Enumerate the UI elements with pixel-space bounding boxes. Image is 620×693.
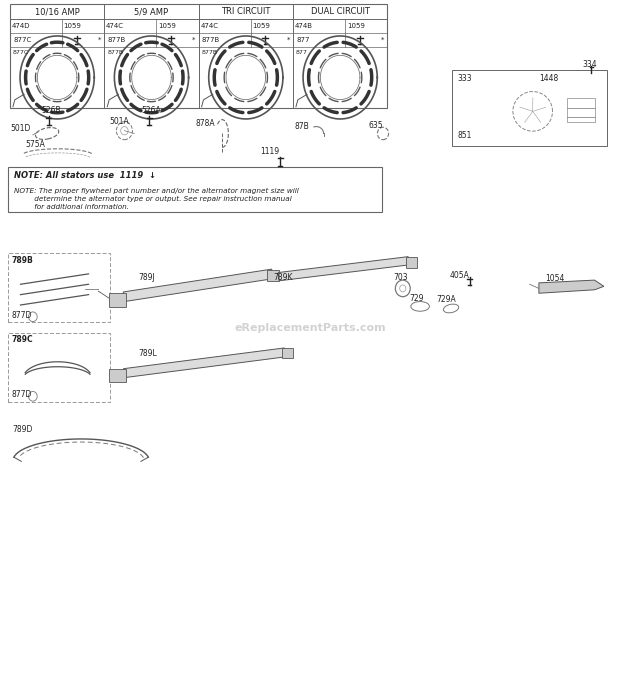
Text: 575A: 575A <box>25 140 45 149</box>
Text: DUAL CIRCUIT: DUAL CIRCUIT <box>311 7 370 16</box>
Polygon shape <box>123 348 285 378</box>
Text: 877D: 877D <box>11 311 32 320</box>
Bar <box>452 70 607 146</box>
Bar <box>8 253 110 322</box>
Text: *: * <box>98 37 101 43</box>
Text: NOTE: All stators use  1119  ↓: NOTE: All stators use 1119 ↓ <box>14 171 156 180</box>
Bar <box>10 4 388 108</box>
Text: 789C: 789C <box>11 335 33 344</box>
Text: 87B: 87B <box>294 122 309 131</box>
Text: 789L: 789L <box>138 349 157 358</box>
Text: TRI CIRCUIT: TRI CIRCUIT <box>221 7 270 16</box>
Text: 729A: 729A <box>437 295 456 304</box>
Polygon shape <box>278 256 409 281</box>
Text: 877C: 877C <box>13 51 29 55</box>
Text: *: * <box>192 37 195 43</box>
Text: *: * <box>286 37 290 43</box>
Text: 1119: 1119 <box>260 147 280 156</box>
Text: 1054: 1054 <box>545 274 564 283</box>
Text: 851: 851 <box>457 131 472 140</box>
Text: 789J: 789J <box>138 273 155 282</box>
Text: 5/9 AMP: 5/9 AMP <box>135 7 169 16</box>
Text: 877D: 877D <box>11 390 32 399</box>
Text: 501D: 501D <box>10 124 30 133</box>
Text: 1059: 1059 <box>347 24 365 29</box>
Text: 789D: 789D <box>12 425 32 434</box>
Polygon shape <box>539 280 604 293</box>
Text: 333: 333 <box>457 73 472 82</box>
Bar <box>282 348 293 358</box>
Text: *: * <box>381 37 384 43</box>
Text: 703: 703 <box>394 273 408 282</box>
Text: 789B: 789B <box>11 256 33 265</box>
Text: 1059: 1059 <box>252 24 270 29</box>
Text: 789K: 789K <box>273 273 293 282</box>
Text: 877C: 877C <box>13 37 32 43</box>
Text: 474C: 474C <box>200 24 218 29</box>
Text: 877: 877 <box>296 51 308 55</box>
Text: 877B: 877B <box>107 51 123 55</box>
Text: 474B: 474B <box>295 24 313 29</box>
Bar <box>109 293 126 307</box>
Text: 526A: 526A <box>142 106 161 115</box>
Text: 1059: 1059 <box>158 24 176 29</box>
Text: 878A: 878A <box>195 119 215 128</box>
Text: 877: 877 <box>296 37 309 43</box>
Bar <box>267 270 279 281</box>
Bar <box>567 98 595 122</box>
Text: 501A: 501A <box>109 117 129 126</box>
Text: 405A: 405A <box>449 272 469 281</box>
Text: 10/16 AMP: 10/16 AMP <box>35 7 79 16</box>
Bar <box>109 369 126 382</box>
Text: 635: 635 <box>369 121 383 130</box>
Bar <box>8 333 110 402</box>
Text: 729: 729 <box>409 294 423 303</box>
Text: 474D: 474D <box>12 24 30 29</box>
Text: 526B: 526B <box>41 106 61 115</box>
Text: NOTE: The proper flywheel part number and/or the alternator magnet size will
   : NOTE: The proper flywheel part number an… <box>14 187 299 210</box>
Bar <box>406 257 417 267</box>
Text: 877B: 877B <box>202 37 220 43</box>
Bar <box>8 167 383 211</box>
Text: 334: 334 <box>582 60 597 69</box>
Text: 474C: 474C <box>106 24 124 29</box>
Text: 877B: 877B <box>107 37 126 43</box>
Text: 1059: 1059 <box>64 24 82 29</box>
Text: 877B: 877B <box>202 51 218 55</box>
Text: eReplacementParts.com: eReplacementParts.com <box>234 323 386 333</box>
Text: 1448: 1448 <box>539 73 558 82</box>
Polygon shape <box>123 269 273 301</box>
